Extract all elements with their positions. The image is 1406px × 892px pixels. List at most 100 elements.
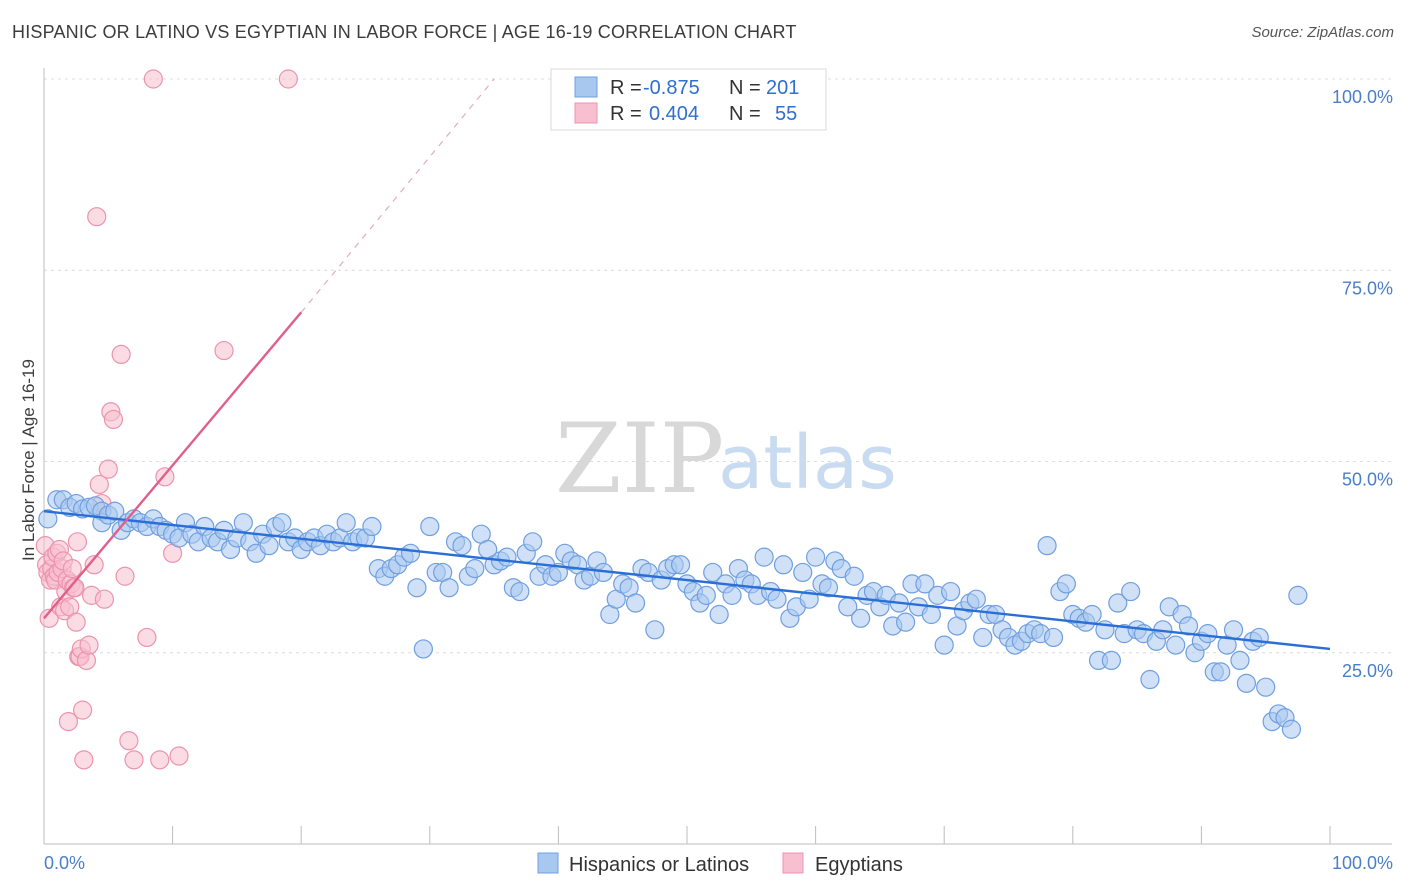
legend-swatch-blue bbox=[574, 76, 598, 98]
hispanic-point bbox=[941, 581, 961, 602]
legend-bottom-swatch-pink bbox=[782, 852, 804, 874]
x-tick-label: 100.0% bbox=[1332, 853, 1393, 873]
hispanic-point bbox=[818, 578, 839, 598]
hispanic-point bbox=[915, 574, 935, 594]
hispanic-point bbox=[233, 513, 253, 533]
legend-top: R = -0.875 N = 201 R = 0.404 N = 55 bbox=[550, 68, 827, 131]
egyptian-point bbox=[65, 578, 85, 598]
hispanic-point bbox=[38, 509, 58, 529]
legend-r-label-pink: R = bbox=[610, 103, 642, 125]
y-tick-label: 100.0% bbox=[1332, 87, 1393, 107]
legend-bottom: Hispanics or Latinos Egyptians bbox=[537, 852, 903, 876]
legend-n-label-pink: N = bbox=[729, 103, 761, 125]
hispanic-point bbox=[773, 555, 794, 575]
hispanic-point bbox=[934, 635, 954, 655]
hispanic-point bbox=[452, 536, 472, 556]
hispanic-point bbox=[1166, 635, 1186, 655]
egyptian-point bbox=[111, 344, 131, 364]
legend-r-label-blue: R = bbox=[610, 77, 642, 99]
hispanic-point bbox=[510, 581, 530, 602]
hispanic-point bbox=[336, 513, 356, 533]
hispanic-point bbox=[973, 627, 993, 648]
legend-bottom-label-pink: Egyptians bbox=[815, 854, 903, 876]
watermark-atlas: atlas bbox=[718, 420, 897, 506]
legend-n-label-blue: N = bbox=[729, 77, 761, 99]
egyptians-points bbox=[35, 69, 298, 770]
axes bbox=[43, 68, 1392, 845]
hispanic-point bbox=[703, 562, 723, 583]
hispanic-point bbox=[1249, 627, 1269, 648]
hispanic-point bbox=[851, 608, 871, 628]
x-tick-label: 0.0% bbox=[44, 853, 85, 873]
hispanic-point bbox=[966, 589, 986, 609]
hispanic-point bbox=[1108, 593, 1128, 613]
hispanic-point bbox=[407, 578, 427, 598]
hispanic-point bbox=[844, 566, 864, 586]
egyptian-point bbox=[39, 608, 59, 628]
egyptian-point bbox=[214, 340, 234, 361]
hispanic-point bbox=[805, 547, 826, 567]
hispanic-point bbox=[1101, 650, 1121, 671]
hispanic-point bbox=[754, 547, 774, 567]
egyptian-trend-line bbox=[43, 311, 303, 620]
hispanic-point bbox=[767, 589, 787, 609]
hispanic-point bbox=[497, 547, 517, 567]
hispanic-point bbox=[921, 604, 941, 625]
hispanic-point bbox=[645, 620, 665, 640]
legend-bottom-swatch-blue bbox=[537, 852, 559, 874]
hispanic-point bbox=[896, 612, 916, 632]
watermark-zip: ZIP bbox=[555, 403, 724, 515]
egyptian-point bbox=[150, 750, 170, 770]
egyptian-point bbox=[74, 750, 94, 770]
egyptian-trend-extension bbox=[300, 78, 495, 313]
hispanic-point bbox=[413, 639, 433, 659]
y-axis-title: In Labor Force | Age 16-19 bbox=[19, 359, 38, 561]
hispanic-point bbox=[362, 516, 382, 537]
hispanic-point bbox=[1230, 650, 1250, 671]
hispanic-point bbox=[439, 578, 459, 598]
hispanic-point bbox=[420, 516, 440, 537]
hispanic-point bbox=[1288, 585, 1308, 605]
hispanic-point bbox=[670, 555, 691, 575]
hispanic-point bbox=[1281, 719, 1302, 739]
legend-n-value-blue: 201 bbox=[766, 77, 799, 99]
hispanics-points bbox=[38, 490, 1308, 739]
hispanic-point bbox=[1037, 536, 1057, 556]
hispanic-point bbox=[1121, 581, 1141, 602]
y-tick-label: 75.0% bbox=[1342, 278, 1393, 298]
egyptian-point bbox=[66, 612, 86, 632]
egyptian-point bbox=[67, 532, 88, 552]
hispanic-point bbox=[259, 536, 279, 556]
hispanic-point bbox=[1140, 669, 1160, 690]
hispanic-point bbox=[1056, 574, 1076, 594]
hispanic-point bbox=[1198, 624, 1218, 644]
egyptian-point bbox=[58, 711, 79, 732]
egyptian-point bbox=[98, 459, 118, 479]
hispanic-point bbox=[105, 501, 125, 521]
hispanic-point bbox=[465, 558, 485, 579]
egyptian-point bbox=[72, 700, 93, 720]
egyptian-point bbox=[62, 558, 82, 579]
y-tick-label: 50.0% bbox=[1342, 470, 1393, 490]
hispanic-trend-line bbox=[43, 510, 1331, 651]
tick-labels: 25.0% 50.0% 75.0% 100.0% 0.0% 100.0% bbox=[44, 87, 1393, 873]
hispanic-point bbox=[709, 604, 729, 625]
hispanic-point bbox=[722, 585, 742, 605]
hispanic-point bbox=[1223, 620, 1244, 640]
hispanic-point bbox=[1043, 627, 1064, 648]
egyptian-point bbox=[137, 627, 157, 648]
hispanic-point bbox=[1236, 673, 1257, 693]
egyptian-point bbox=[143, 69, 163, 89]
hispanic-point bbox=[272, 513, 292, 533]
legend-r-value-blue: -0.875 bbox=[643, 77, 700, 99]
hispanic-point bbox=[400, 543, 421, 563]
hispanic-point bbox=[523, 532, 543, 552]
y-tick-label: 25.0% bbox=[1342, 661, 1393, 681]
hispanic-point bbox=[1082, 604, 1102, 625]
egyptian-point bbox=[84, 555, 104, 575]
hispanic-point bbox=[1256, 677, 1276, 697]
egyptian-point bbox=[79, 635, 99, 655]
chart-title: HISPANIC OR LATINO VS EGYPTIAN IN LABOR … bbox=[12, 22, 797, 42]
source-label: Source: ZipAtlas.com bbox=[1251, 24, 1394, 41]
